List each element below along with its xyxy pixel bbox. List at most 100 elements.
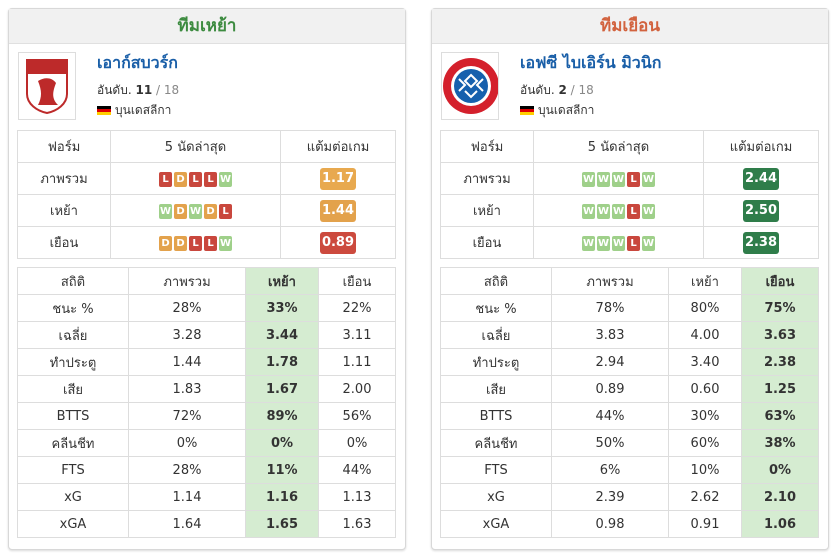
stat-value: 3.44 (245, 321, 319, 349)
form-header-cell: แต้มต่อเกม (703, 130, 819, 163)
stat-value: 63% (741, 402, 819, 430)
form-row: ภาพรวม W W W L W 2.44 (440, 162, 819, 195)
rank-total: / 18 (156, 83, 180, 97)
flag (97, 105, 111, 116)
stats-row: ชนะ % 78% 80% 75% (440, 294, 819, 322)
result-badge: W (159, 203, 172, 219)
stat-label: xGA (17, 510, 129, 538)
stats-row: เสีย 0.89 0.60 1.25 (440, 375, 819, 403)
rank-total: / 18 (570, 83, 594, 97)
result-badge: W (642, 203, 655, 219)
form-row: เยือน D D L L W 0.89 (17, 226, 396, 259)
ppg-badge: 2.38 (743, 231, 779, 254)
flag-stripe (97, 112, 111, 116)
stat-value: 30% (668, 402, 742, 430)
result-badge: D (174, 203, 187, 219)
flag (520, 105, 534, 116)
form-label: เยือน (440, 226, 534, 259)
stats-header-cell: สถิติ (440, 267, 552, 295)
flag-stripe (97, 105, 111, 109)
stat-value: 56% (318, 402, 396, 430)
stat-label: BTTS (17, 402, 129, 430)
league-name: บุนเดสลีกา (538, 103, 595, 117)
stat-value: 89% (245, 402, 319, 430)
away-panel: ทีมเยือน เอฟซี ไบเอิร์น มิวนิก อันดับ. 2 /… (431, 8, 829, 550)
stat-value: 3.83 (551, 321, 669, 349)
stats-row: FTS 6% 10% 0% (440, 456, 819, 484)
stat-value: 78% (551, 294, 669, 322)
stats-header-cell: สถิติ (17, 267, 129, 295)
stat-label: xGA (440, 510, 552, 538)
result-badge: L (204, 171, 217, 187)
stat-value: 11% (245, 456, 319, 484)
rank-value: 2 (558, 83, 567, 97)
result-badge: W (582, 235, 595, 251)
stat-label: เสีย (440, 375, 552, 403)
stats-table: สถิติ ภาพรวม เหย้า เยือน ชนะ % 78% 80% 75% เฉลี่… (440, 267, 819, 538)
result-badge: W (642, 171, 655, 187)
stats-row: BTTS 44% 30% 63% (440, 402, 819, 430)
stat-value: 0.60 (668, 375, 742, 403)
rank-value: 11 (135, 83, 153, 97)
result-badge: L (189, 171, 202, 187)
ppg-cell: 1.17 (280, 162, 396, 195)
stats-row: เฉลี่ย 3.28 3.44 3.11 (17, 321, 396, 349)
team-name[interactable]: เอาก์สบวร์ก (97, 53, 178, 72)
stat-label: xG (17, 483, 129, 511)
ppg-badge: 2.44 (743, 167, 779, 190)
stat-value: 10% (668, 456, 742, 484)
stat-value: 1.06 (741, 510, 819, 538)
league: บุนเดสลีกา (520, 101, 594, 120)
stat-value: 0.89 (551, 375, 669, 403)
stat-value: 2.10 (741, 483, 819, 511)
team-name[interactable]: เอฟซี ไบเอิร์น มิวนิก (520, 53, 662, 72)
form-row: ภาพรวม L D L L W 1.17 (17, 162, 396, 195)
stats-row: คลีนชีท 50% 60% 38% (440, 429, 819, 457)
stat-value: 2.39 (551, 483, 669, 511)
result-badge: L (204, 235, 217, 251)
result-badge: W (582, 171, 595, 187)
stat-label: ทำประตู (440, 348, 552, 376)
stats-header: สถิติ ภาพรวม เหย้า เยือน (17, 267, 396, 295)
stat-value: 0% (318, 429, 396, 457)
stat-value: 1.44 (128, 348, 246, 376)
stat-value: 1.83 (128, 375, 246, 403)
stats-header-cell: ภาพรวม (128, 267, 246, 295)
flag-stripe (97, 108, 111, 113)
stat-label: FTS (17, 456, 129, 484)
result-badge: D (159, 235, 172, 251)
stat-label: ชนะ % (440, 294, 552, 322)
stat-value: 1.64 (128, 510, 246, 538)
stat-value: 0% (245, 429, 319, 457)
league-name: บุนเดสลีกา (115, 103, 172, 117)
stat-value: 33% (245, 294, 319, 322)
stats-row: xG 2.39 2.62 2.10 (440, 483, 819, 511)
form-label: ภาพรวม (440, 162, 534, 195)
stat-value: 3.63 (741, 321, 819, 349)
league: บุนเดสลีกา (97, 101, 171, 120)
stat-value: 3.40 (668, 348, 742, 376)
form-label: ภาพรวม (17, 162, 111, 195)
stat-label: คลีนชีท (440, 429, 552, 457)
stat-label: เสีย (17, 375, 129, 403)
result-badge: L (627, 235, 640, 251)
stat-value: 38% (741, 429, 819, 457)
stat-value: 2.38 (741, 348, 819, 376)
result-badge: D (174, 171, 187, 187)
stat-value: 1.25 (741, 375, 819, 403)
team-logo (26, 59, 68, 115)
result-badge: L (627, 203, 640, 219)
ppg-badge: 1.44 (320, 199, 356, 222)
stat-value: 1.67 (245, 375, 319, 403)
stat-value: 0% (128, 429, 246, 457)
panel-heading: ทีมเยือน (432, 9, 828, 44)
stats-row: คลีนชีท 0% 0% 0% (17, 429, 396, 457)
stat-label: ทำประตู (17, 348, 129, 376)
